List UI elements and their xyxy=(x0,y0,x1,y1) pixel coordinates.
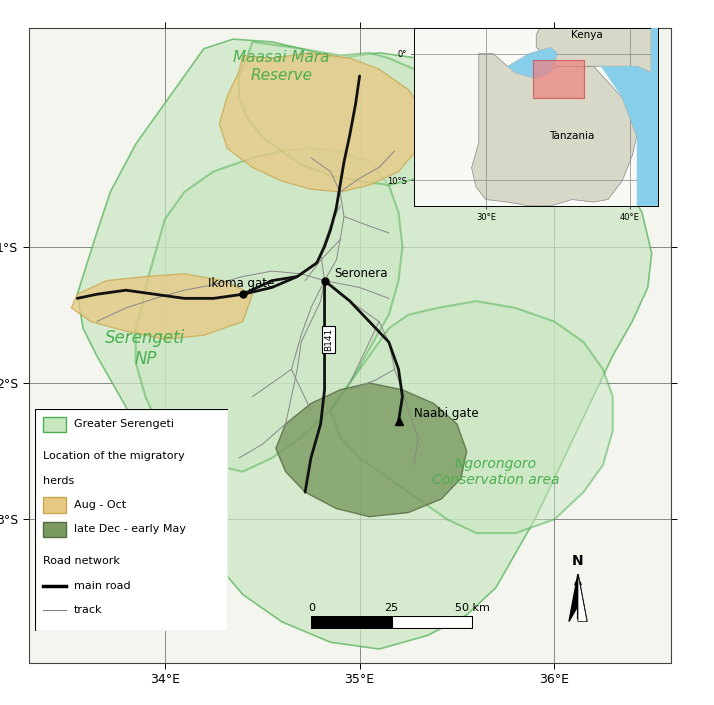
Polygon shape xyxy=(276,383,467,517)
Text: Tanzania: Tanzania xyxy=(550,131,595,141)
Bar xyxy=(43,417,66,432)
Text: Maasai Mara
Reserve: Maasai Mara Reserve xyxy=(233,50,330,82)
Polygon shape xyxy=(77,39,652,649)
Text: herds: herds xyxy=(43,476,74,486)
Text: Location of the migratory: Location of the migratory xyxy=(43,451,184,461)
Text: Road network: Road network xyxy=(43,556,119,566)
Text: N: N xyxy=(572,553,584,568)
Text: Ngorongoro
Conservation area: Ngorongoro Conservation area xyxy=(432,457,560,486)
Text: main road: main road xyxy=(74,581,130,591)
FancyBboxPatch shape xyxy=(35,409,228,631)
Text: B141: B141 xyxy=(324,328,333,351)
Text: Aug - Oct: Aug - Oct xyxy=(74,500,126,510)
Text: Ikoma gate: Ikoma gate xyxy=(208,278,274,290)
Text: Naabi gate: Naabi gate xyxy=(414,407,479,420)
Polygon shape xyxy=(71,274,253,339)
Text: 25: 25 xyxy=(385,603,398,613)
Text: 0: 0 xyxy=(308,603,315,613)
Polygon shape xyxy=(331,301,613,533)
Text: Serengeti
NP: Serengeti NP xyxy=(105,329,186,368)
Text: Kenya: Kenya xyxy=(570,30,603,39)
Polygon shape xyxy=(536,0,651,73)
Text: Seronera: Seronera xyxy=(334,266,388,280)
Polygon shape xyxy=(239,42,467,185)
Text: 50 km: 50 km xyxy=(455,603,489,613)
Polygon shape xyxy=(601,0,658,206)
Text: Greater Serengeti: Greater Serengeti xyxy=(74,419,174,429)
Bar xyxy=(533,60,583,98)
Polygon shape xyxy=(569,574,587,622)
Polygon shape xyxy=(508,47,558,79)
Polygon shape xyxy=(219,53,428,192)
Bar xyxy=(43,497,66,513)
Text: track: track xyxy=(74,605,102,615)
Polygon shape xyxy=(136,148,403,472)
Polygon shape xyxy=(471,54,637,206)
Text: late Dec - early May: late Dec - early May xyxy=(74,525,186,534)
Polygon shape xyxy=(578,574,587,622)
Bar xyxy=(43,522,66,537)
